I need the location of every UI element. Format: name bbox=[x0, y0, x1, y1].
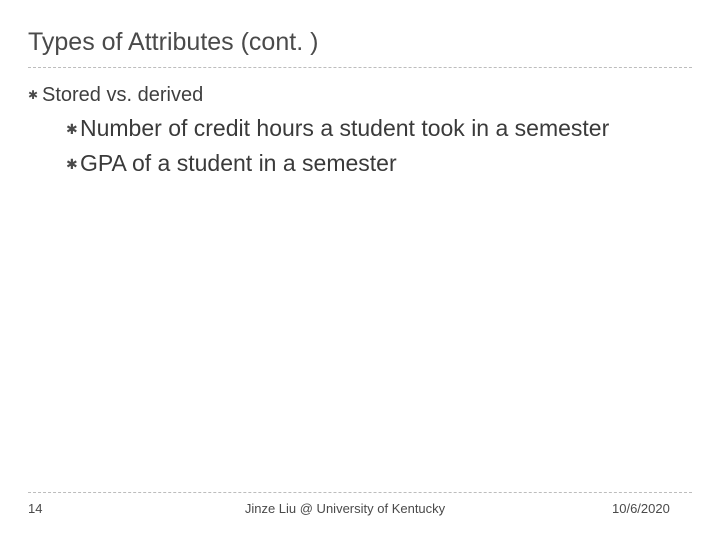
footer-author: Jinze Liu @ University of Kentucky bbox=[88, 501, 602, 516]
bullet-text: Stored vs. derived bbox=[42, 82, 203, 109]
slide-title: Types of Attributes (cont. ) bbox=[28, 28, 692, 68]
bullet-icon: ✱ bbox=[28, 82, 42, 104]
bullet-text: Number of credit hours a student took in… bbox=[80, 113, 609, 144]
slide-footer: 14 Jinze Liu @ University of Kentucky 10… bbox=[28, 492, 692, 516]
bullet-text: GPA of a student in a semester bbox=[80, 148, 397, 179]
bullet-icon: ✱ bbox=[66, 148, 80, 175]
bullet-level1: ✱ Stored vs. derived bbox=[28, 82, 692, 109]
slide-content: ✱ Stored vs. derived ✱ Number of credit … bbox=[28, 82, 692, 179]
bullet-icon: ✱ bbox=[66, 113, 80, 140]
bullet-level2: ✱ Number of credit hours a student took … bbox=[66, 113, 692, 144]
page-number: 14 bbox=[28, 501, 88, 516]
slide: Types of Attributes (cont. ) ✱ Stored vs… bbox=[0, 0, 720, 540]
bullet-level2: ✱ GPA of a student in a semester bbox=[66, 148, 692, 179]
footer-date: 10/6/2020 bbox=[602, 501, 692, 516]
